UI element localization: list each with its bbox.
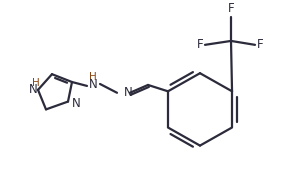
Text: H: H: [32, 78, 40, 88]
Text: N: N: [124, 86, 133, 99]
Text: N: N: [72, 97, 80, 110]
Text: F: F: [257, 38, 264, 51]
Text: F: F: [228, 3, 234, 15]
Text: N: N: [29, 83, 37, 96]
Text: H: H: [89, 72, 97, 82]
Text: F: F: [196, 38, 203, 51]
Text: N: N: [89, 78, 97, 92]
